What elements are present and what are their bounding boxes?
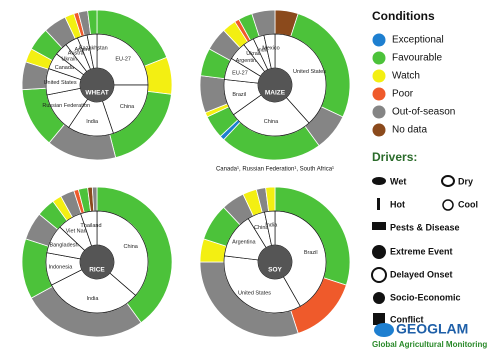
- country-label: Indonesia: [48, 265, 73, 271]
- crop-name: MAIZE: [265, 90, 286, 97]
- country-label: China: [264, 119, 279, 125]
- legend-label: Poor: [392, 89, 414, 100]
- legend-label: Watch: [392, 71, 420, 82]
- country-label: Russian Federation: [42, 103, 90, 109]
- country-label: Kazakhstan: [79, 46, 108, 52]
- crop-badge: [80, 245, 114, 279]
- country-label: China: [120, 104, 135, 110]
- legend-swatch: [372, 33, 386, 47]
- crop-badge: [258, 245, 292, 279]
- legend-swatch: [372, 87, 386, 101]
- country-label: Viet Nam: [66, 228, 89, 234]
- country-label: Australia: [68, 50, 90, 56]
- crop-name: WHEAT: [85, 90, 108, 97]
- crop-name: SOY: [268, 267, 282, 274]
- legend-swatch: [372, 123, 386, 137]
- crop-badge: [80, 68, 114, 102]
- country-label: Bangladesh: [49, 243, 78, 249]
- crop-name: RICE: [89, 267, 105, 274]
- driver-label: Conflict: [390, 314, 424, 324]
- driver-label: Dry: [458, 176, 473, 186]
- driver-label: Socio-Economic: [390, 292, 461, 302]
- country-label: United States: [44, 80, 77, 86]
- footnote: Canada¹, Russian Federation¹, South Afri…: [216, 167, 334, 173]
- country-label: Mexico: [262, 46, 279, 52]
- country-label: India: [265, 223, 278, 229]
- legend-label: Favourable: [392, 53, 442, 64]
- legend-swatch: [372, 105, 386, 119]
- country-label: Canada: [55, 65, 75, 71]
- country-label: Ukraine: [246, 51, 265, 57]
- driver-label: Delayed Onset: [390, 269, 453, 279]
- country-label: China: [123, 244, 138, 250]
- country-label: India: [87, 296, 100, 302]
- legend-swatch: [372, 69, 386, 83]
- country-label: Argentina: [236, 58, 260, 64]
- logo-name: GEOGLAM: [396, 321, 468, 337]
- legend-swatch: [372, 51, 386, 65]
- country-label: Brazil: [304, 250, 318, 256]
- driver-label: Wet: [390, 176, 406, 186]
- legend-title: Conditions: [372, 9, 435, 23]
- driver-icons: [371, 175, 455, 337]
- country-label: Brazil: [232, 92, 246, 98]
- logo-tagline: Global Agricultural Monitoring: [372, 340, 487, 349]
- legend-label: Exceptional: [392, 35, 444, 46]
- country-label: EU-27: [232, 71, 248, 77]
- country-label: India: [257, 47, 270, 53]
- drivers-title: Drivers:: [372, 150, 417, 164]
- legend-label: Out-of-season: [392, 107, 455, 118]
- country-label: China: [254, 225, 269, 231]
- country-label: EU-27: [115, 56, 131, 62]
- driver-label: Cool: [458, 199, 478, 209]
- country-label: Argentina: [232, 239, 256, 245]
- country-label: United States: [293, 69, 326, 75]
- country-label: Ukraine: [61, 56, 80, 62]
- country-label: Argentina: [74, 47, 98, 53]
- country-label: India: [86, 119, 99, 125]
- driver-label: Pests & Disease: [390, 222, 460, 232]
- driver-label: Hot: [390, 199, 405, 209]
- country-label: Thailand: [80, 223, 101, 229]
- crop-badge: [258, 68, 292, 102]
- legend-label: No data: [392, 125, 427, 136]
- country-label: United States: [238, 290, 271, 296]
- driver-label: Extreme Event: [390, 246, 453, 256]
